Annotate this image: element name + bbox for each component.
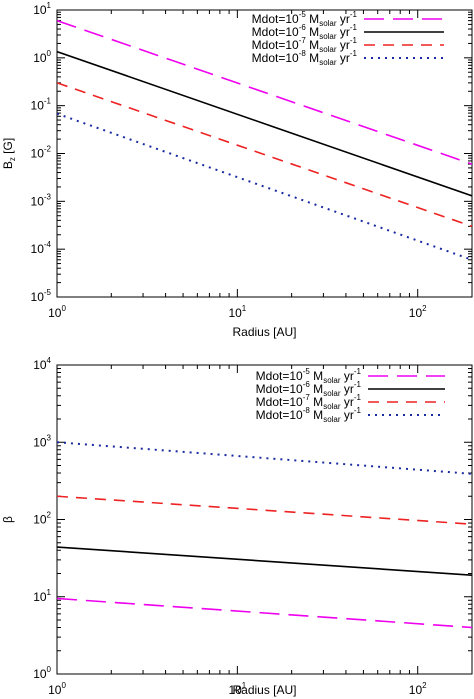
y-tick-label: 101 bbox=[33, 588, 51, 604]
y-tick-label: 10-4 bbox=[31, 240, 52, 256]
series-line-3 bbox=[57, 495, 472, 525]
x-axis-label: Radius [AU] bbox=[232, 683, 296, 697]
x-tick-label: 101 bbox=[228, 681, 246, 697]
y-tick-label: 102 bbox=[33, 511, 51, 527]
y-tick-label: 10-1 bbox=[31, 97, 52, 113]
y-axis-label: Bz [G] bbox=[1, 138, 17, 169]
series-line-2 bbox=[57, 50, 472, 197]
y-tick-label: 103 bbox=[33, 433, 51, 449]
series-line-3 bbox=[57, 82, 472, 228]
series-line-4 bbox=[57, 441, 472, 475]
x-tick-label: 102 bbox=[409, 304, 427, 320]
legend-label-1: Mdot=10-5 Msolar yr-1 bbox=[256, 367, 362, 385]
legend-label-4: Mdot=10-8 Msolar yr-1 bbox=[252, 49, 358, 67]
legend-label-3: Mdot=10-7 Msolar yr-1 bbox=[256, 393, 362, 411]
legend-label-2: Mdot=10-6 Msolar yr-1 bbox=[256, 380, 362, 398]
bz-panel: 100 101 102 10-5 10-4 10-3 10-2 10-1 100 101 Radiu… bbox=[1, 1, 473, 339]
y-tick-label: 10-5 bbox=[31, 288, 52, 304]
x-axis-label: Radius [AU] bbox=[232, 325, 296, 339]
legend-label-4: Mdot=10-8 Msolar yr-1 bbox=[256, 406, 362, 424]
legend-label-2: Mdot=10-6 Msolar yr-1 bbox=[252, 23, 358, 41]
legend-label-1: Mdot=10-5 Msolar yr-1 bbox=[252, 10, 358, 28]
series-line-2 bbox=[57, 546, 472, 577]
y-tick-label: 101 bbox=[33, 1, 51, 17]
y-tick-label: 10-2 bbox=[31, 145, 52, 161]
y-tick-label: 100 bbox=[33, 665, 51, 681]
x-tick-label: 101 bbox=[228, 304, 246, 320]
beta-panel: 100 101 102 100 101 102 103 104 Radius [AU] β Mdot… bbox=[1, 356, 473, 697]
series-line-1 bbox=[57, 19, 472, 165]
x-tick-label: 100 bbox=[48, 681, 66, 697]
y-tick-label: 100 bbox=[33, 49, 51, 65]
x-tick-label: 102 bbox=[409, 681, 427, 697]
y-axis-label: β bbox=[1, 516, 15, 523]
x-tick-label: 100 bbox=[48, 304, 66, 320]
y-tick-label: 104 bbox=[33, 356, 51, 372]
series-line-4 bbox=[57, 112, 472, 261]
series-line-1 bbox=[57, 597, 472, 629]
legend-label-3: Mdot=10-7 Msolar yr-1 bbox=[252, 36, 358, 54]
y-tick-label: 10-3 bbox=[31, 192, 52, 208]
